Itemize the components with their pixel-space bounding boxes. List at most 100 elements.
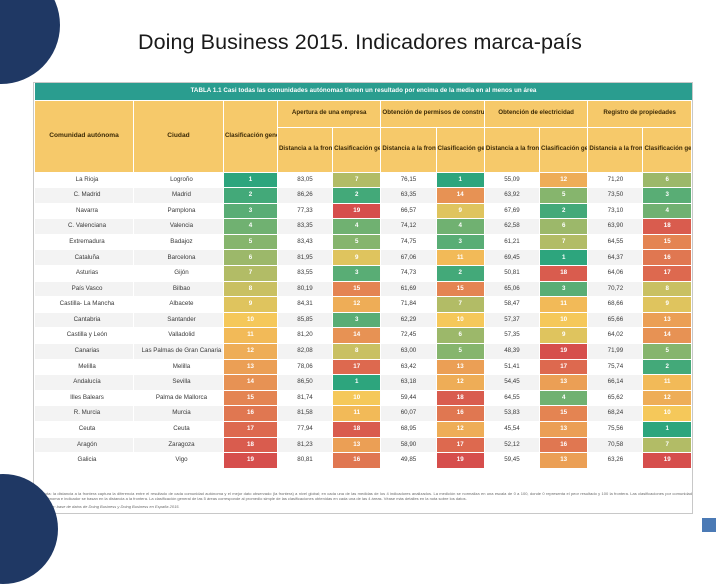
subheader-electricidad-dtf: Distancia a la frontera (puntuación) [483, 126, 541, 173]
cell-construccion-dtf: 74,75 [380, 233, 437, 251]
cell-electricidad-rank: 19 [538, 343, 589, 360]
cell-electricidad-rank: 16 [538, 436, 589, 454]
table-row: Galicia Vigo 19 80,81 16 49,85 19 59,45 13 63,26 1… [34, 452, 692, 469]
cell-apertura-dtf: 80,81 [276, 452, 334, 469]
cell-construccion-rank: 1 [435, 171, 485, 189]
cell-propiedades-dtf: 64,55 [587, 233, 644, 251]
cell-propiedades-dtf: 64,06 [587, 265, 644, 282]
cell-construccion-dtf: 63,42 [380, 358, 437, 376]
cell-rank-general: 18 [222, 436, 278, 454]
cell-apertura-dtf: 81,58 [276, 405, 334, 422]
cell-apertura-dtf: 83,43 [276, 233, 334, 251]
cell-construccion-rank: 9 [435, 202, 485, 220]
cell-apertura-rank: 2 [332, 187, 382, 204]
cell-apertura-dtf: 83,55 [276, 265, 334, 282]
cell-comunidad-autonoma: Castilla y León [34, 327, 134, 345]
cell-propiedades-rank: 15 [642, 233, 692, 251]
cell-comunidad-autonoma: Galicia [34, 452, 134, 469]
cell-propiedades-dtf: 65,62 [587, 389, 644, 407]
cell-propiedades-dtf: 64,02 [587, 327, 644, 345]
cell-comunidad-autonoma: Canarias [34, 343, 134, 360]
cell-ciudad: Albacete [132, 296, 224, 313]
cell-comunidad-autonoma: C. Valenciana [34, 218, 134, 235]
cell-rank-general: 2 [222, 187, 278, 204]
cell-construccion-rank: 16 [435, 405, 485, 422]
cell-ciudad: Pamplona [132, 202, 224, 220]
cell-electricidad-dtf: 67,69 [483, 202, 541, 220]
header-obtencion-electricidad: Obtención de electricidad [483, 99, 589, 128]
cell-construccion-dtf: 68,95 [380, 421, 437, 438]
header-clasificacion-general-5-areas: Clasificación general de las 5 áreas (1-… [222, 99, 278, 173]
cell-construccion-rank: 19 [435, 452, 485, 469]
cell-construccion-dtf: 49,85 [380, 452, 437, 469]
subheader-apertura-rank: Clasificación general (1-19) [332, 126, 382, 173]
cell-electricidad-rank: 15 [538, 405, 589, 422]
cell-apertura-rank: 4 [332, 218, 382, 235]
cell-propiedades-rank: 9 [642, 296, 692, 313]
cell-propiedades-dtf: 71,20 [587, 171, 644, 189]
cell-rank-general: 17 [222, 421, 278, 438]
cell-ciudad: Badajoz [132, 233, 224, 251]
cell-electricidad-dtf: 57,35 [483, 327, 541, 345]
cell-ciudad: Sevilla [132, 374, 224, 391]
cell-propiedades-rank: 2 [642, 358, 692, 376]
cell-construccion-rank: 5 [435, 343, 485, 360]
cell-electricidad-rank: 3 [538, 280, 589, 298]
cell-comunidad-autonoma: Castilla- La Mancha [34, 296, 134, 313]
cell-construccion-rank: 17 [435, 436, 485, 454]
cell-propiedades-rank: 19 [642, 452, 692, 469]
cell-apertura-dtf: 83,05 [276, 171, 334, 189]
cell-electricidad-rank: 11 [538, 296, 589, 313]
cell-propiedades-rank: 12 [642, 389, 692, 407]
cell-apertura-dtf: 80,19 [276, 280, 334, 298]
table-row: Aragón Zaragoza 18 81,23 13 58,90 17 52,12 16 70,… [34, 436, 692, 454]
cell-apertura-dtf: 81,20 [276, 327, 334, 345]
cell-rank-general: 5 [222, 233, 278, 251]
cell-electricidad-rank: 2 [538, 202, 589, 220]
subheader-propiedades-dtf: Distancia a la frontera (puntuación) [587, 126, 644, 173]
cell-construccion-dtf: 71,84 [380, 296, 437, 313]
cell-propiedades-rank: 1 [642, 421, 692, 438]
cell-electricidad-dtf: 61,21 [483, 233, 541, 251]
cell-comunidad-autonoma: Extremadura [34, 233, 134, 251]
cell-apertura-dtf: 81,74 [276, 389, 334, 407]
cell-apertura-dtf: 81,23 [276, 436, 334, 454]
table-sub-header-row: Distancia a la frontera (puntuación) Cla… [35, 126, 692, 173]
table-row: Navarra Pamplona 3 77,33 19 66,57 9 67,69 2 73,10… [34, 202, 692, 220]
cell-apertura-rank: 16 [332, 452, 382, 469]
cell-propiedades-rank: 17 [642, 265, 692, 282]
cell-construccion-rank: 18 [435, 389, 485, 407]
table-group-header-row: Comunidad autónoma Ciudad Clasificación … [34, 99, 692, 173]
cell-electricidad-rank: 9 [538, 327, 589, 345]
cell-electricidad-dtf: 50,81 [483, 265, 541, 282]
table-caption: TABLA 1.1 Casi todas las comunidades aut… [34, 83, 692, 100]
header-permisos-construccion: Obtención de permisos de construcción [380, 99, 485, 128]
cell-construccion-rank: 4 [435, 218, 485, 235]
doing-business-table-container: TABLA 1.1 Casi todas las comunidades aut… [33, 82, 693, 514]
cell-propiedades-rank: 18 [642, 218, 692, 235]
cell-comunidad-autonoma: Aragón [34, 436, 134, 454]
table-row: Asturias Gijón 7 83,55 3 74,73 2 50,81 18 64,06 17 [34, 265, 692, 282]
cell-construccion-rank: 12 [435, 374, 485, 391]
table-row: Cantabria Santander 10 85,85 3 62,29 10 57,37 10… [34, 311, 692, 329]
cell-ciudad: Ceuta [132, 421, 224, 438]
cell-electricidad-dtf: 62,58 [483, 218, 541, 235]
cell-propiedades-rank: 6 [642, 171, 692, 189]
cell-construccion-dtf: 59,44 [380, 389, 437, 407]
cell-apertura-rank: 7 [332, 171, 382, 189]
cell-propiedades-rank: 7 [642, 436, 692, 454]
cell-propiedades-dtf: 68,24 [587, 405, 644, 422]
cell-apertura-dtf: 85,85 [276, 311, 334, 329]
cell-comunidad-autonoma: Melilla [34, 358, 134, 376]
cell-apertura-rank: 1 [332, 374, 382, 391]
table-notes-block: Nota: la distancia a la frontera captura… [38, 489, 692, 511]
cell-ciudad: Melilla [132, 358, 224, 376]
cell-construccion-dtf: 63,18 [380, 374, 437, 391]
cell-ciudad: Madrid [132, 187, 224, 204]
cell-apertura-rank: 8 [332, 343, 382, 360]
cell-construccion-rank: 14 [435, 187, 485, 204]
cell-comunidad-autonoma: Asturias [34, 265, 134, 282]
table-row: C. Madrid Madrid 2 86,26 2 63,35 14 63,92 5 73,50… [34, 187, 692, 204]
decorative-square-bottom-right [702, 518, 716, 532]
cell-apertura-dtf: 77,94 [276, 421, 334, 438]
